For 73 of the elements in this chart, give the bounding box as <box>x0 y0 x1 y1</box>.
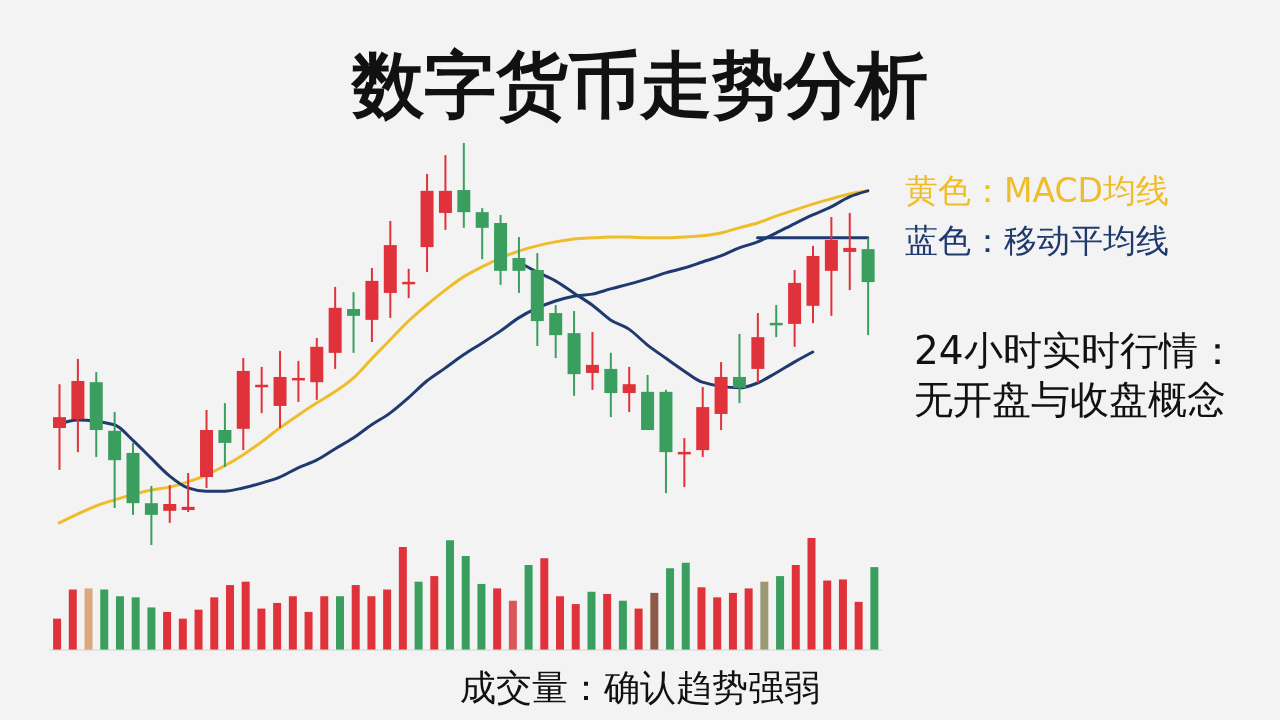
bar <box>178 618 187 650</box>
bar <box>697 587 706 650</box>
bar <box>556 596 565 650</box>
bar <box>823 580 832 650</box>
bar <box>446 540 455 650</box>
candlestick <box>843 211 857 292</box>
candlestick <box>181 472 195 514</box>
candlestick <box>585 330 599 391</box>
bar <box>304 611 313 650</box>
bar <box>760 581 769 650</box>
bar <box>524 564 533 650</box>
bar <box>508 600 517 650</box>
bar <box>100 589 109 650</box>
bar <box>791 564 800 650</box>
bar <box>398 546 407 650</box>
bar <box>115 596 124 650</box>
bar <box>414 581 423 650</box>
bar <box>634 608 643 650</box>
candlestick <box>347 291 361 354</box>
bar <box>713 597 722 650</box>
bar <box>241 581 250 650</box>
bar <box>744 588 753 650</box>
bar <box>288 596 297 650</box>
bar <box>383 589 392 650</box>
bar <box>493 588 502 650</box>
candlestick <box>512 236 526 294</box>
bar <box>807 538 816 650</box>
bar <box>603 594 612 650</box>
candlestick <box>438 154 452 231</box>
bar <box>870 567 879 650</box>
candlestick <box>53 383 66 471</box>
bar <box>681 562 690 650</box>
bar <box>68 589 77 650</box>
bar <box>587 591 596 650</box>
bar <box>351 585 360 650</box>
candlestick <box>549 304 563 360</box>
bar <box>320 596 329 650</box>
bar <box>838 579 847 650</box>
series-label: 黄色：MACD均线 <box>905 171 1169 211</box>
bar <box>854 601 863 650</box>
candlestick <box>622 365 636 413</box>
candlestick <box>475 207 489 261</box>
bar <box>666 568 675 650</box>
bar <box>776 576 785 650</box>
bar <box>84 588 93 650</box>
candlestick <box>144 484 158 545</box>
bar <box>147 607 156 650</box>
bar <box>650 592 659 650</box>
bar <box>477 583 486 650</box>
chart-title: 数字货币走势分析 <box>350 42 929 129</box>
x-axis-title: 成交量：确认趋势强弱 <box>459 666 821 710</box>
candlestick <box>732 332 746 405</box>
bar <box>210 597 219 650</box>
bar <box>53 618 62 650</box>
bar <box>571 604 580 650</box>
bar <box>335 596 344 650</box>
bar <box>728 592 737 650</box>
bar <box>131 597 140 650</box>
candlestick <box>457 143 471 229</box>
bar <box>163 611 172 650</box>
bar <box>257 608 266 650</box>
bar <box>430 576 439 650</box>
series-label: 蓝色：移动平均线 <box>905 221 1169 261</box>
bar <box>225 585 234 650</box>
bar <box>618 600 627 650</box>
bar <box>273 602 282 650</box>
bar <box>461 555 470 650</box>
bar <box>367 596 376 650</box>
bar <box>540 558 549 650</box>
candlestick <box>218 402 232 469</box>
candlestick <box>163 484 177 524</box>
bar <box>194 609 203 650</box>
text: 24小时实时行情：无开盘与收盘概念 <box>914 327 1238 424</box>
